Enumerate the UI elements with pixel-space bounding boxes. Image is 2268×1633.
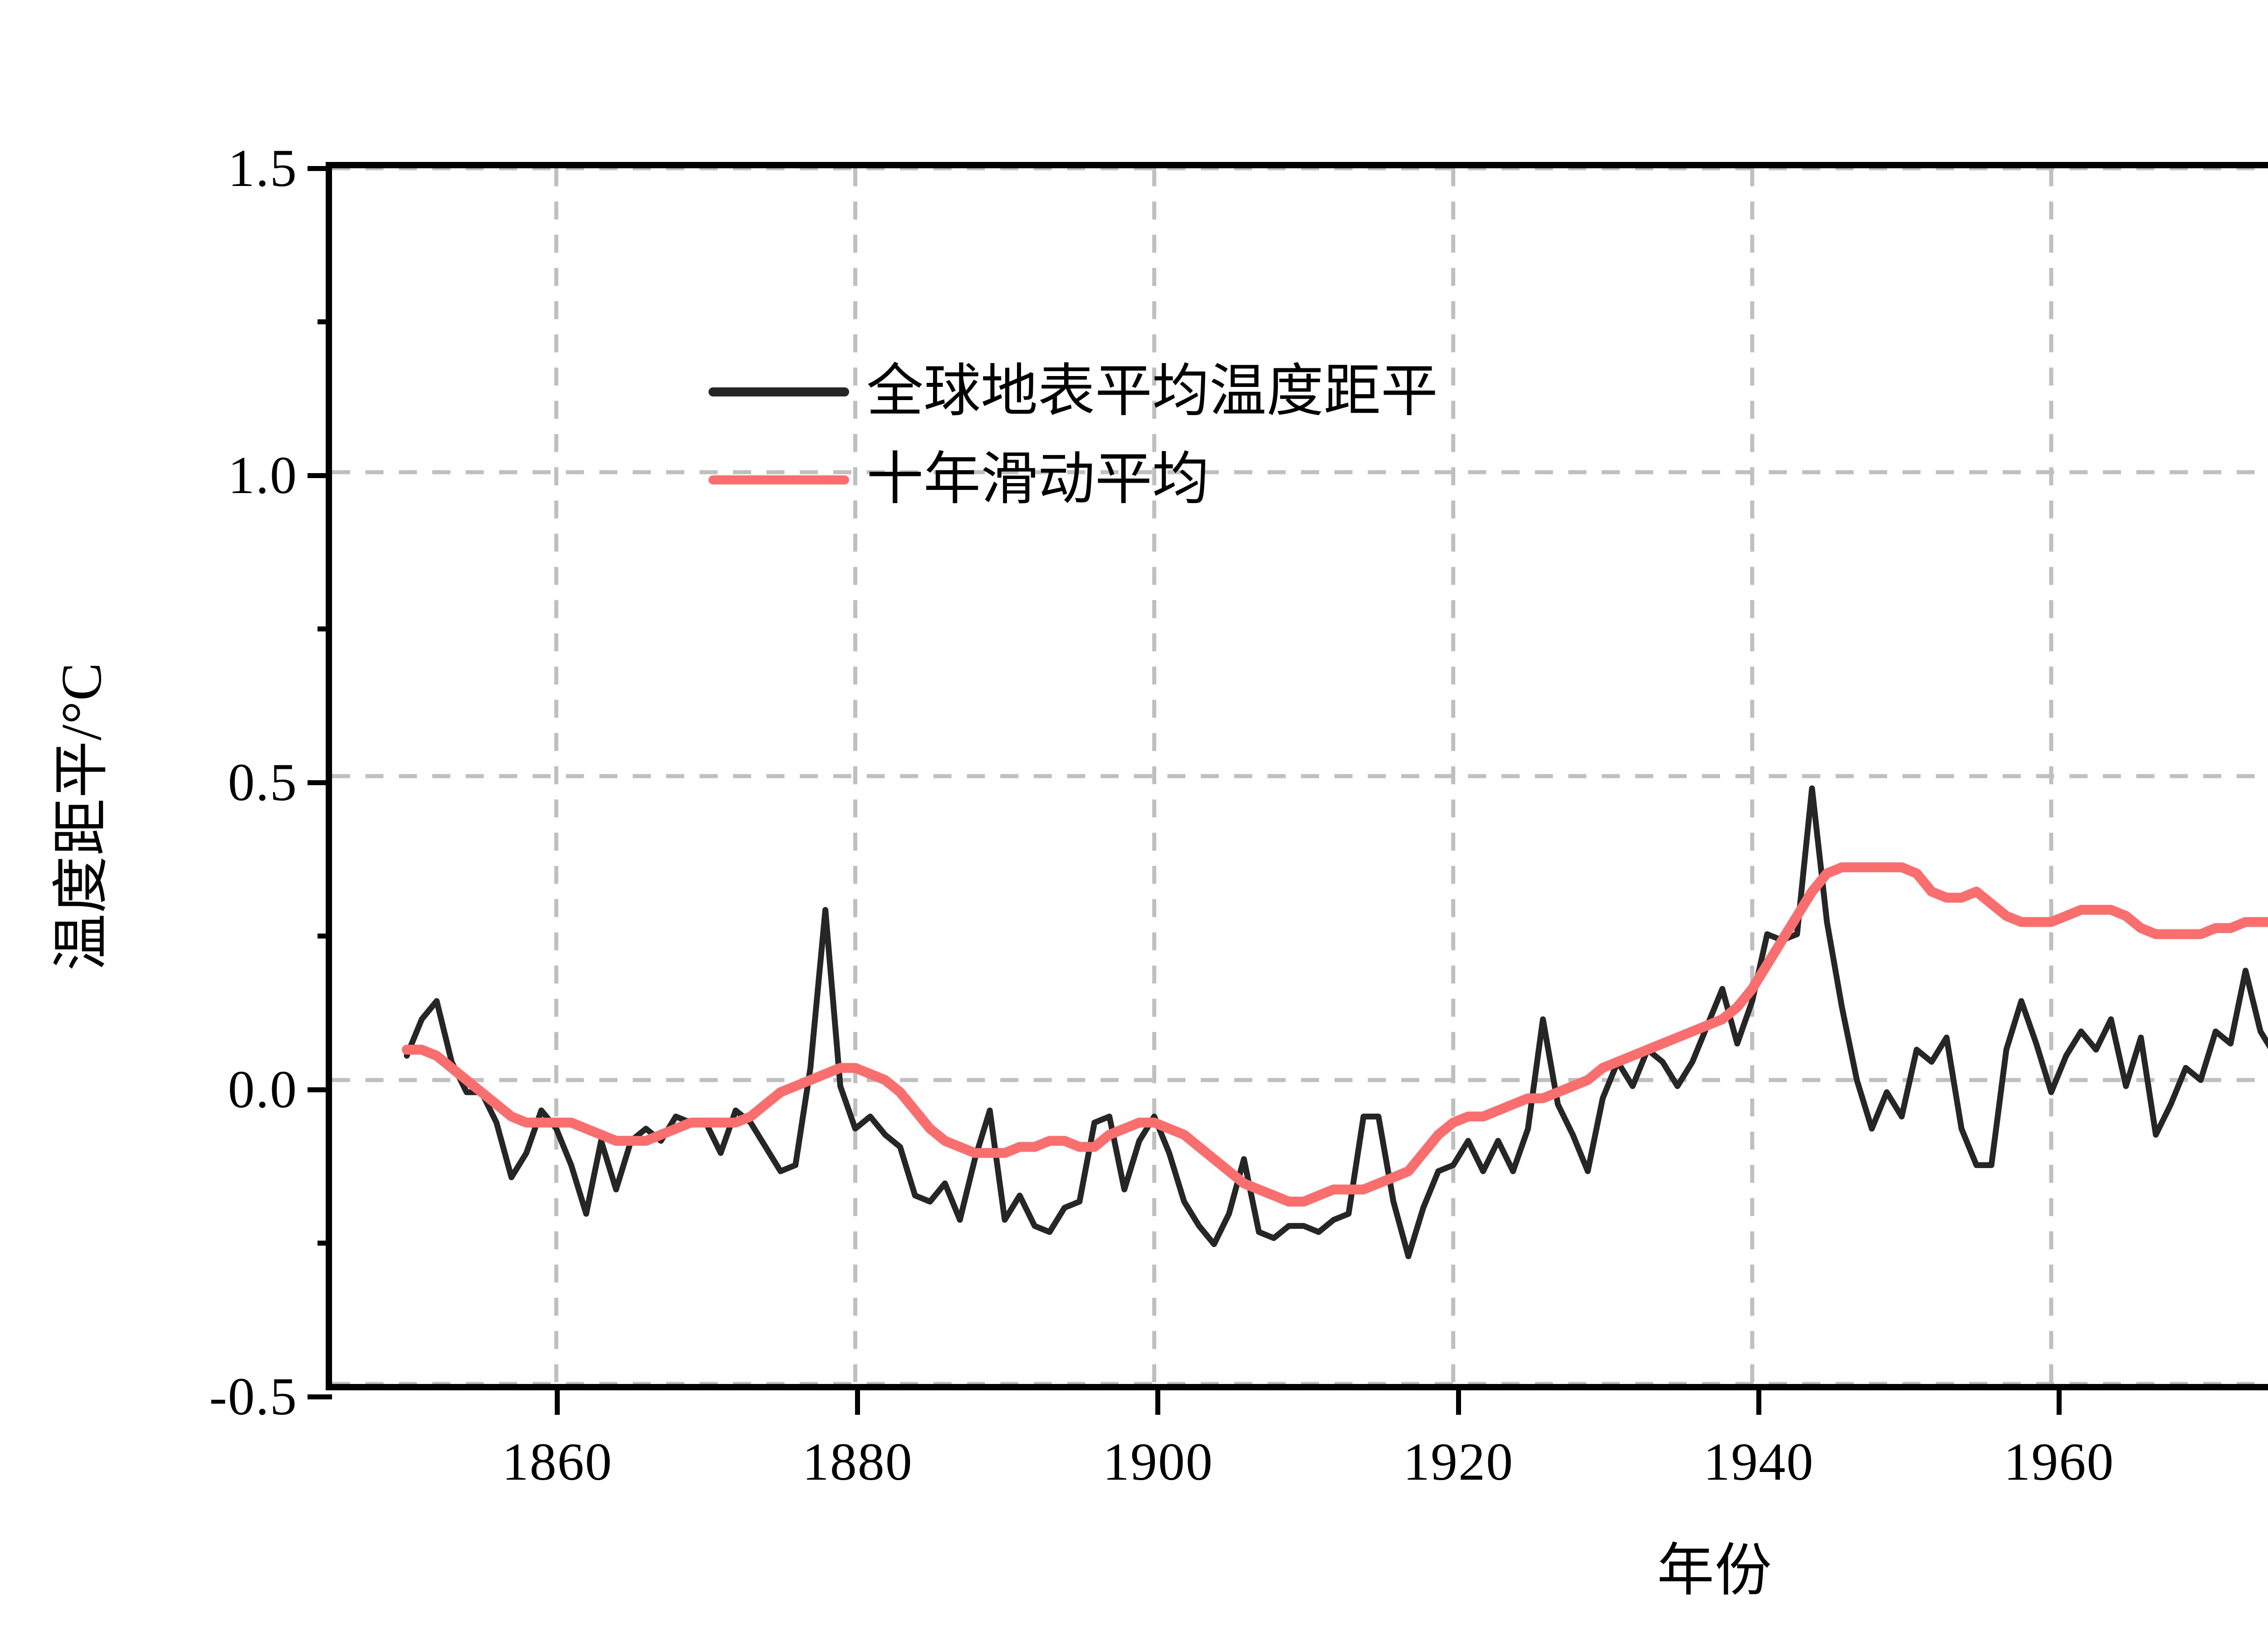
x-tick-major xyxy=(1456,1384,1461,1415)
y-tick-minor xyxy=(318,934,332,939)
x-tick-label: 1880 xyxy=(802,1432,913,1491)
y-tick-label: -0.5 xyxy=(209,1367,298,1426)
x-tick-major xyxy=(855,1384,860,1415)
legend-swatch-icon xyxy=(709,387,849,396)
x-tick-major xyxy=(2056,1384,2062,1415)
x-tick-label: 1920 xyxy=(1403,1432,1514,1491)
y-tick-label: 1.5 xyxy=(228,138,298,198)
legend-swatch-icon xyxy=(709,475,849,484)
legend: 全球地表平均温度距平 十年滑动平均 xyxy=(709,363,1438,508)
x-tick-major xyxy=(555,1384,560,1415)
x-tick-major xyxy=(1756,1384,1761,1415)
y-tick-major xyxy=(308,473,332,478)
plot-inner xyxy=(332,168,2268,1384)
y-tick-major xyxy=(308,780,332,785)
legend-item[interactable]: 十年滑动平均 xyxy=(709,451,1438,508)
x-tick-label: 1860 xyxy=(502,1432,613,1491)
y-tick-minor xyxy=(318,1241,332,1246)
y-tick-label: 1.0 xyxy=(228,445,298,505)
y-tick-major xyxy=(308,1394,332,1399)
x-tick-label: 1900 xyxy=(1102,1432,1213,1491)
legend-item[interactable]: 全球地表平均温度距平 xyxy=(709,363,1438,420)
plot-area: 全球地表平均温度距平 十年滑动平均 -0.5 0.0 0.5 1.0 1.5 1860 188… xyxy=(209,138,2268,1491)
y-tick-major xyxy=(308,166,332,171)
y-tick-minor xyxy=(318,626,332,631)
y-tick-major xyxy=(308,1087,332,1092)
x-tick-major xyxy=(1155,1384,1161,1415)
y-tick-label: 0.0 xyxy=(228,1060,298,1119)
y-tick-minor xyxy=(318,319,332,324)
grid-lines xyxy=(332,168,2268,1384)
y-tick-label: 0.5 xyxy=(228,753,298,812)
x-axis-title: 年份 xyxy=(1657,1540,1772,1603)
series-line-1 xyxy=(401,862,2268,1207)
x-tick-label: 1960 xyxy=(2004,1432,2115,1491)
legend-label: 十年滑动平均 xyxy=(866,448,1209,511)
legend-label: 全球地表平均温度距平 xyxy=(866,360,1438,423)
y-axis-title: 温度距平/°C xyxy=(50,662,113,971)
series-lines xyxy=(401,785,2268,1260)
series-line-0 xyxy=(404,785,2268,1260)
x-tick-label: 1940 xyxy=(1703,1432,1814,1491)
